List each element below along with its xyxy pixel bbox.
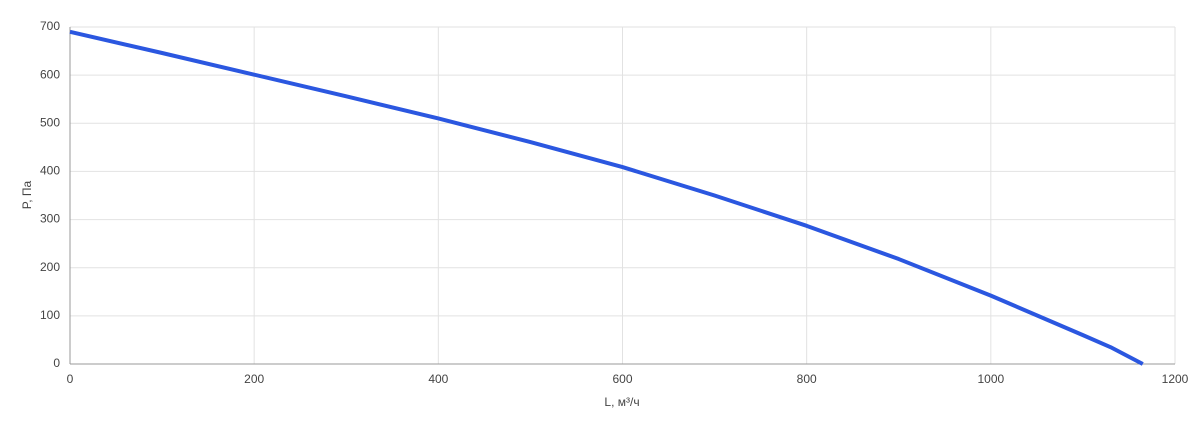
y-tick-label: 100 [40,308,60,322]
y-tick-label: 700 [40,19,60,33]
x-tick-label: 1200 [1162,372,1189,386]
y-tick-label: 500 [40,115,60,129]
x-tick-label: 800 [797,372,817,386]
x-tick-label: 0 [67,372,74,386]
x-axis-label: L, м³/ч [604,395,639,409]
y-axis-label: P, Па [20,180,34,209]
y-tick-label: 400 [40,164,60,178]
y-tick-label: 200 [40,260,60,274]
y-tick-label: 0 [53,356,60,370]
data-line [69,29,1144,366]
x-tick-label: 1000 [977,372,1004,386]
y-tick-label: 300 [40,212,60,226]
y-tick-label: 600 [40,67,60,81]
x-tick-label: 200 [244,372,264,386]
x-tick-label: 400 [428,372,448,386]
x-tick-label: 600 [612,372,632,386]
